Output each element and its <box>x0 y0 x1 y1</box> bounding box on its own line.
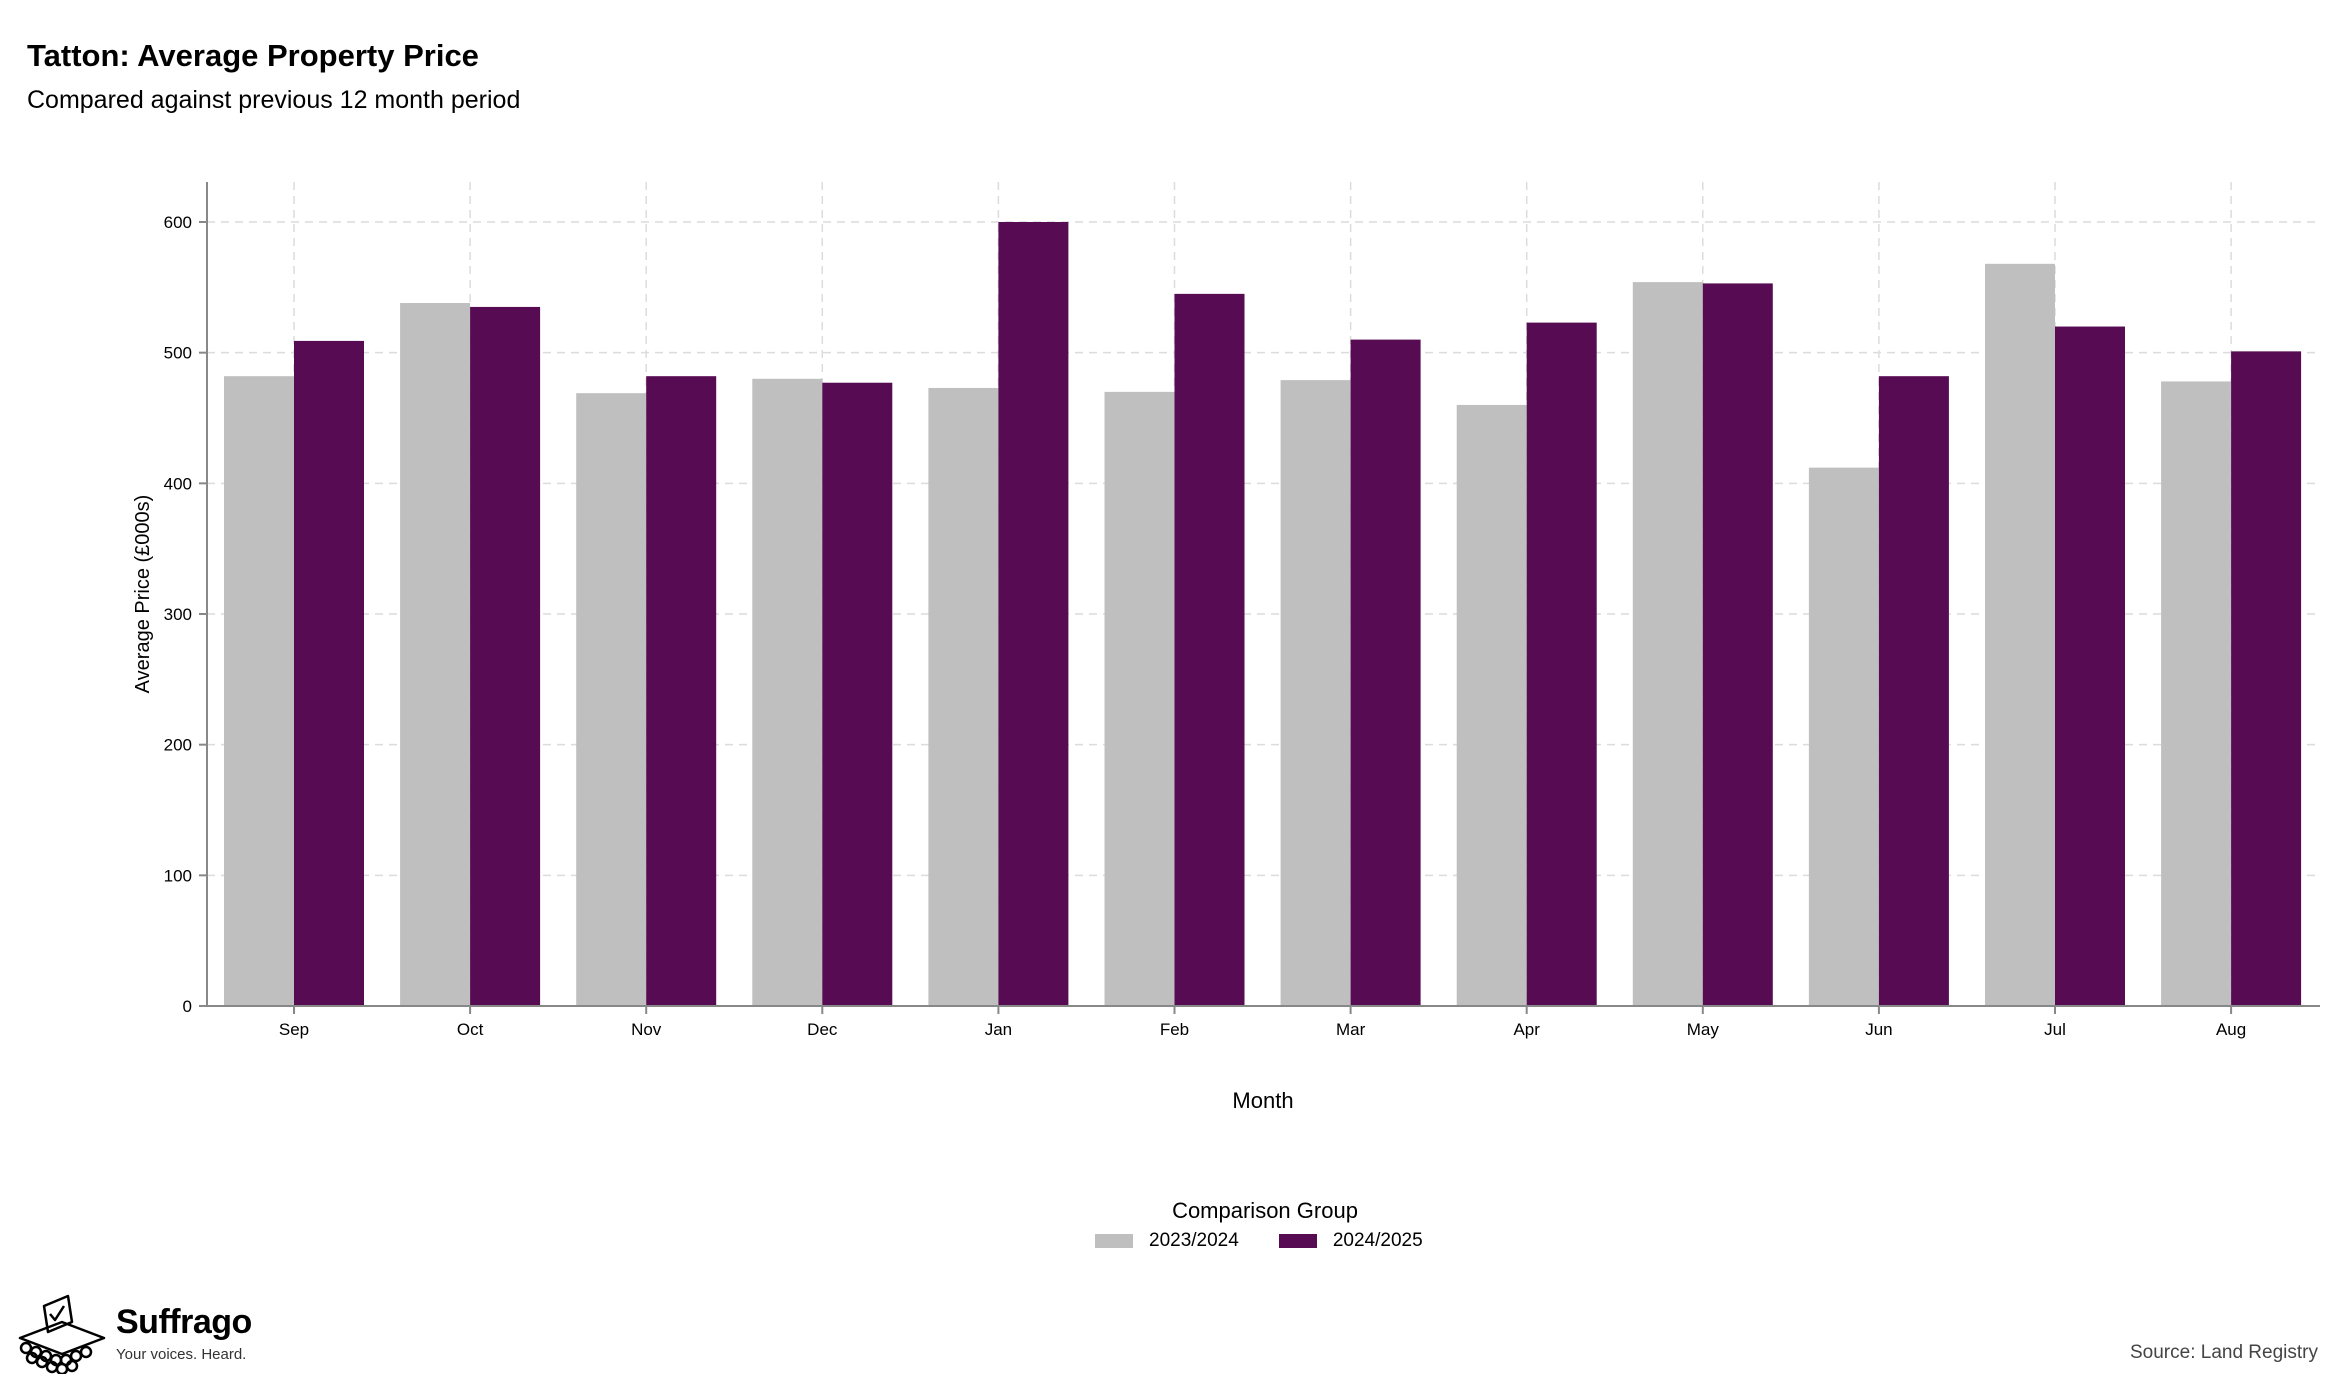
y-ticks: 0 100 200 300 400 500 600 <box>164 213 207 1016</box>
bar-2024-2025-jun <box>1878 376 1949 1007</box>
legend-swatch <box>1095 1234 1133 1248</box>
bar-2024-2025-jan <box>998 222 1069 1006</box>
bar-2023-2024-sep <box>224 376 294 1007</box>
bar-2023-2024-apr <box>1456 404 1527 1006</box>
y-tick-label: 500 <box>164 344 192 363</box>
chart-title: Tatton: Average Property Price <box>27 38 479 73</box>
x-tick-label: Feb <box>1160 1020 1189 1039</box>
x-tick-label: Mar <box>1336 1020 1366 1039</box>
y-tick-label: 600 <box>164 213 192 232</box>
legend-item-2024-2025: 2024/2025 <box>1278 1230 1423 1252</box>
bar-2024-2025-apr <box>1526 322 1597 1006</box>
bar-2023-2024-jul <box>1985 263 2055 1006</box>
brand-tagline: Your voices. Heard. <box>116 1345 247 1363</box>
bar-2024-2025-oct <box>470 306 541 1006</box>
x-axis-label: Month <box>1232 1088 1293 1113</box>
x-ticks: Sep Oct Nov Dec Jan Feb Mar Apr May Jun Jul Aug <box>279 1006 2246 1039</box>
legend-swatch <box>1278 1234 1317 1248</box>
bar-2023-2024-nov <box>576 393 647 1006</box>
source-note: Source: Land Registry <box>2130 1342 2318 1363</box>
ballot-box-icon <box>18 1294 106 1374</box>
bar-2024-2025-jul <box>2055 326 2125 1006</box>
bar-2024-2025-mar <box>1350 339 1421 1007</box>
x-tick-label: Oct <box>457 1020 484 1039</box>
brand-name: Suffrago <box>116 1302 252 1341</box>
bar-2023-2024-jun <box>1808 467 1879 1006</box>
chart-subtitle: Compared against previous 12 month perio… <box>27 86 521 114</box>
bar-2023-2024-feb <box>1104 391 1175 1006</box>
bar-2023-2024-mar <box>1280 380 1351 1006</box>
y-tick-label: 100 <box>164 866 192 885</box>
x-tick-label: Jun <box>1865 1020 1892 1039</box>
x-tick-label: Apr <box>1513 1020 1540 1039</box>
bar-2024-2025-may <box>1702 283 1773 1006</box>
y-tick-label: 200 <box>164 736 192 755</box>
x-tick-label: Dec <box>807 1020 838 1039</box>
bar-2024-2025-feb <box>1174 293 1245 1006</box>
bar-2023-2024-aug <box>2161 381 2232 1006</box>
legend-item-2023-2024: 2023/2024 <box>1095 1230 1239 1252</box>
y-tick-label: 0 <box>183 997 192 1016</box>
x-tick-label: Jan <box>985 1020 1012 1039</box>
bar-2023-2024-jan <box>928 387 999 1006</box>
x-tick-label: Nov <box>631 1020 662 1039</box>
bar-2023-2024-dec <box>752 378 823 1006</box>
x-tick-label: Jul <box>2044 1020 2066 1039</box>
legend-label: 2023/2024 <box>1149 1230 1239 1251</box>
legend: 2023/2024 2024/2025 <box>1095 1230 1463 1252</box>
bar-chart: 0 100 200 300 400 500 600 Sep Oct Nov Dec Jan Feb Ma… <box>132 182 2320 1113</box>
bar-2024-2025-dec <box>822 382 893 1007</box>
y-tick-label: 300 <box>164 605 192 624</box>
bar-2023-2024-oct <box>400 303 471 1007</box>
bar-2024-2025-aug <box>2231 351 2302 1006</box>
legend-title: Comparison Group <box>1172 1198 1358 1223</box>
y-tick-label: 400 <box>164 474 192 493</box>
bar-2024-2025-nov <box>646 376 717 1007</box>
axes <box>206 182 2320 1007</box>
legend-label: 2024/2025 <box>1332 1230 1423 1251</box>
brand-logo: Suffrago Your voices. Heard. <box>14 1292 252 1374</box>
x-tick-label: Sep <box>279 1020 309 1039</box>
bar-2024-2025-sep <box>294 340 364 1006</box>
bar-2023-2024-may <box>1632 282 1703 1006</box>
bars <box>224 222 2302 1007</box>
x-tick-label: Aug <box>2216 1020 2246 1039</box>
x-tick-label: May <box>1687 1020 1720 1039</box>
y-axis-label: Average Price (£000s) <box>132 495 154 694</box>
